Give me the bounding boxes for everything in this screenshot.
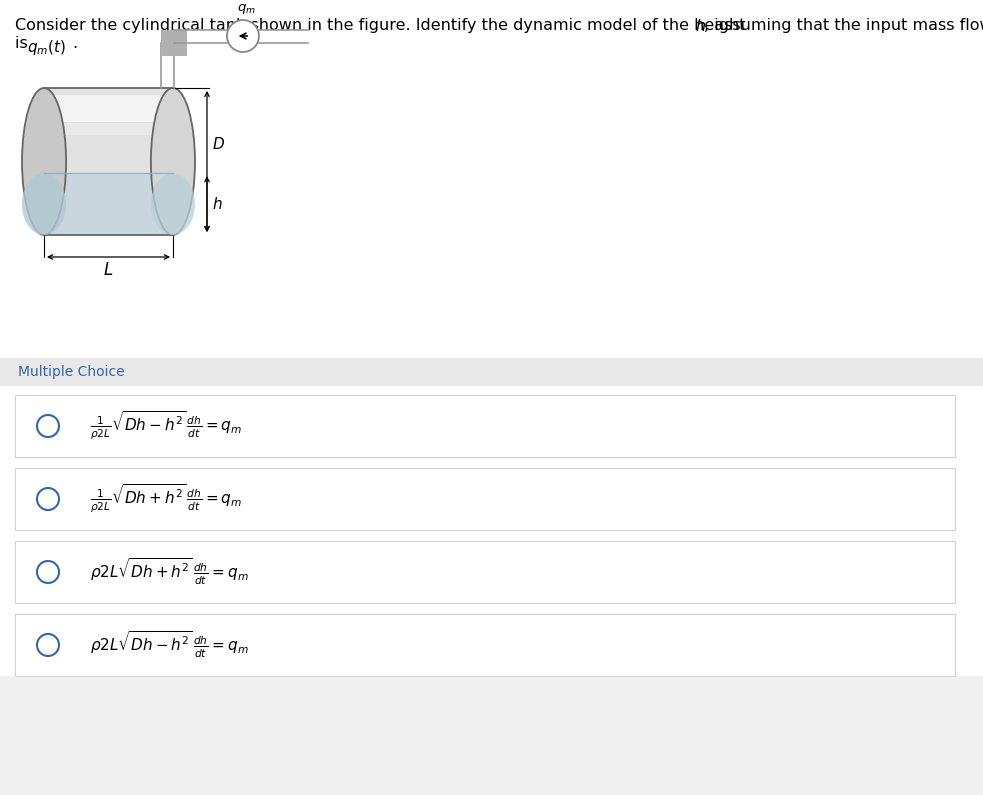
Bar xyxy=(44,88,173,235)
Text: $L$: $L$ xyxy=(103,261,114,279)
Text: $q_m$: $q_m$ xyxy=(237,2,256,15)
Bar xyxy=(15,614,955,676)
Ellipse shape xyxy=(151,173,195,235)
Text: , assuming that the input mass flow rate: , assuming that the input mass flow rate xyxy=(704,18,983,33)
Text: $q_m(t)$: $q_m(t)$ xyxy=(27,38,66,57)
Text: $\rho 2L\sqrt{Dh + h^2}\,\frac{dh}{dt} = q_m$: $\rho 2L\sqrt{Dh + h^2}\,\frac{dh}{dt} =… xyxy=(90,556,249,588)
Bar xyxy=(44,123,173,135)
Circle shape xyxy=(37,561,59,583)
Bar xyxy=(0,676,983,795)
Circle shape xyxy=(37,634,59,656)
Bar xyxy=(15,541,955,603)
Text: Consider the cylindrical tank shown in the figure. Identify the dynamic model of: Consider the cylindrical tank shown in t… xyxy=(15,18,751,33)
Ellipse shape xyxy=(22,88,66,235)
Bar xyxy=(161,29,188,56)
Bar xyxy=(15,468,955,530)
Text: Multiple Choice: Multiple Choice xyxy=(18,365,125,379)
Circle shape xyxy=(37,488,59,510)
Bar xyxy=(0,358,983,386)
Text: $\frac{1}{\rho 2L}\sqrt{Dh + h^2}\,\frac{dh}{dt} = q_m$: $\frac{1}{\rho 2L}\sqrt{Dh + h^2}\,\frac… xyxy=(90,483,242,515)
Text: $D$: $D$ xyxy=(212,136,225,152)
Ellipse shape xyxy=(151,88,195,235)
Bar xyxy=(44,95,173,122)
Bar xyxy=(44,173,173,235)
Text: $h$: $h$ xyxy=(695,18,706,34)
Circle shape xyxy=(37,415,59,437)
Text: is: is xyxy=(15,36,32,51)
Text: $\rho 2L\sqrt{Dh - h^2}\,\frac{dh}{dt} = q_m$: $\rho 2L\sqrt{Dh - h^2}\,\frac{dh}{dt} =… xyxy=(90,630,249,660)
Text: .: . xyxy=(72,36,77,51)
Bar xyxy=(15,395,955,457)
Circle shape xyxy=(227,20,259,52)
Text: $h$: $h$ xyxy=(212,196,222,212)
Text: $\frac{1}{\rho 2L}\sqrt{Dh - h^2}\,\frac{dh}{dt} = q_m$: $\frac{1}{\rho 2L}\sqrt{Dh - h^2}\,\frac… xyxy=(90,410,242,442)
Ellipse shape xyxy=(22,173,66,235)
